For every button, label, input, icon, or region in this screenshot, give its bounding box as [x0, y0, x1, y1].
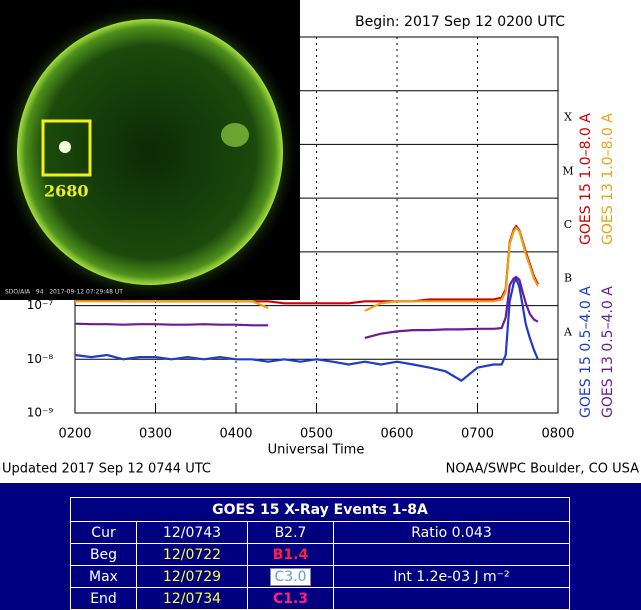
legend-entry: GOES 15 0.5–4.0 A — [578, 286, 594, 418]
cell: End — [70, 587, 137, 610]
table-title: GOES 15 X-Ray Events 1-8A — [70, 497, 570, 522]
legend-entry: GOES 15 1.0–8.0 A — [578, 113, 594, 245]
empty-cell — [333, 587, 570, 610]
x-tick-label: 0200 — [58, 427, 91, 442]
x-axis-label: Universal Time — [268, 443, 365, 458]
event-panel: GOES 15 X-Ray Events 1-8A Cur 12/0743 B2… — [0, 483, 641, 610]
active-region — [221, 123, 249, 147]
cell: Cur — [70, 521, 137, 544]
x-tick-label: 0800 — [541, 427, 574, 442]
class-label: M — [562, 164, 573, 177]
x-tick-label: 0400 — [219, 427, 252, 442]
class-label: X — [564, 111, 572, 124]
cell: 12/0734 — [136, 587, 248, 610]
chart-title: Begin: 2017 Sep 12 0200 UTC — [355, 14, 565, 30]
cell: B2.7 — [247, 521, 334, 544]
cell: Int 1.2e-03 J m⁻² — [333, 565, 570, 588]
class-label: A — [563, 325, 573, 338]
y-tick-label: 10⁻⁷ — [27, 298, 54, 312]
x-tick-label: 0600 — [380, 427, 413, 442]
solar-disk — [17, 19, 283, 285]
cell: 12/0722 — [136, 543, 248, 566]
class-label: C — [564, 218, 572, 231]
y-tick-label: 10⁻⁹ — [27, 406, 54, 420]
updated: Updated 2017 Sep 12 0744 UTC — [2, 462, 211, 477]
cell: 12/0729 — [136, 565, 248, 588]
cell: 12/0743 — [136, 521, 248, 544]
events-table: GOES 15 X-Ray Events 1-8A Cur 12/0743 B2… — [70, 497, 570, 610]
cell: Ratio 0.043 — [333, 521, 570, 544]
x-tick-label: 0500 — [300, 427, 333, 442]
sdo-image: 2680 SDO/AIA 94 2017-09-12 07:29:48 UT — [0, 0, 300, 300]
series-line — [74, 275, 539, 383]
cell: Max — [70, 565, 137, 588]
cell: C1.3 — [247, 587, 334, 610]
max-class: C3.0 — [270, 567, 311, 586]
cell: Beg — [70, 543, 137, 566]
legend-entry: GOES 13 0.5–4.0 A — [600, 286, 616, 418]
legend-entry: GOES 13 1.0–8.0 A — [600, 113, 616, 245]
region-label: 2680 — [44, 182, 89, 201]
empty-cell — [333, 543, 570, 566]
flare — [59, 141, 71, 153]
class-label: B — [564, 272, 572, 285]
x-tick-label: 0700 — [461, 427, 494, 442]
cell: C3.0 — [247, 565, 334, 588]
series-line — [74, 275, 539, 339]
series-line — [75, 226, 539, 312]
x-tick-label: 0300 — [139, 427, 172, 442]
cell: B1.4 — [247, 543, 334, 566]
image-caption: SDO/AIA 94 2017-09-12 07:29:48 UT — [5, 289, 123, 296]
region-box — [41, 119, 92, 177]
source: NOAA/SWPC Boulder, CO USA — [446, 462, 639, 477]
y-tick-label: 10⁻⁸ — [27, 352, 54, 366]
